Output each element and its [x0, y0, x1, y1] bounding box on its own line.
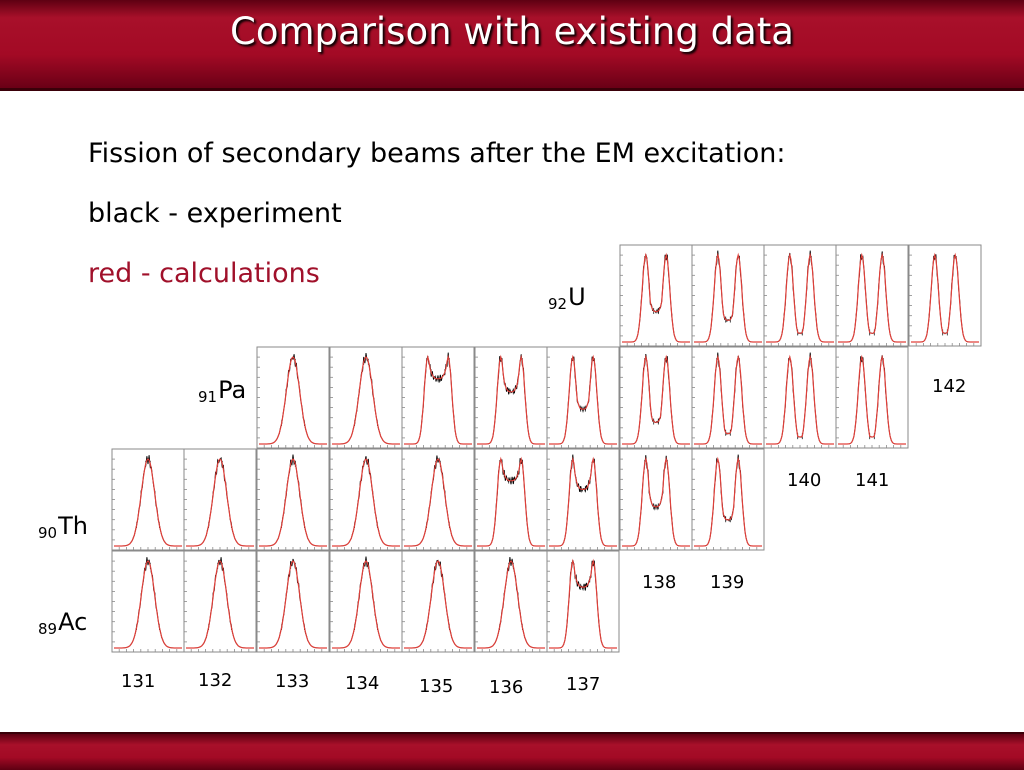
- mass-label: 141: [855, 470, 890, 491]
- calculation-series: [838, 354, 906, 445]
- panel-frame: [619, 448, 693, 551]
- description-line: Fission of secondary beams after the EM …: [88, 138, 786, 169]
- calculation-series: [694, 456, 762, 547]
- mass-label: 137: [566, 674, 601, 695]
- calculation-series: [838, 252, 906, 343]
- calculation-series: [404, 354, 472, 445]
- calculation-series: [477, 354, 545, 445]
- calculation-series: [259, 356, 327, 445]
- panel-frame: [183, 448, 257, 551]
- element-label-ac: 89Ac: [38, 608, 88, 638]
- panel-frame: [474, 346, 548, 449]
- mass-label: 131: [121, 671, 156, 692]
- calculation-series: [332, 356, 400, 445]
- element-label-pa: 91Pa: [198, 376, 247, 406]
- panel-frame: [619, 244, 693, 347]
- mass-label: 142: [932, 376, 967, 397]
- element-label-th: 90Th: [38, 512, 88, 542]
- panel-frame: [835, 346, 909, 449]
- calculation-series: [766, 252, 834, 343]
- element-label-u: 92U: [548, 283, 586, 313]
- panel-frame: [691, 448, 765, 551]
- panel-frame: [546, 448, 620, 551]
- panel-frame: [329, 346, 403, 449]
- calculation-series: [404, 458, 472, 547]
- panel-frame: [619, 346, 693, 449]
- calculation-series: [622, 456, 690, 547]
- panel-frame: [401, 346, 475, 449]
- calculation-series: [259, 458, 327, 547]
- panel-frame: [329, 448, 403, 551]
- panel-frame: [401, 550, 475, 653]
- calculation-series: [186, 458, 254, 547]
- mass-label: 140: [787, 470, 822, 491]
- bottom-bar: [0, 732, 1024, 770]
- mass-label: 133: [275, 671, 310, 692]
- calculation-series: [114, 458, 182, 547]
- panel-frame: [256, 346, 330, 449]
- panel-frame: [111, 550, 185, 653]
- title-bar: Comparison with existing data: [0, 0, 1024, 91]
- panel-frame: [256, 550, 330, 653]
- calculation-series: [694, 252, 762, 343]
- panel-frame: [835, 244, 909, 347]
- panel-frame: [763, 346, 837, 449]
- panel-frame: [401, 448, 475, 551]
- panel-frame: [474, 550, 548, 653]
- mass-label: 134: [345, 673, 380, 694]
- panel-frame: [329, 550, 403, 653]
- mass-label: 139: [710, 572, 745, 593]
- calculation-series: [114, 560, 182, 649]
- calculation-series: [259, 560, 327, 649]
- legend-calculations: red - calculations: [88, 258, 320, 289]
- panel-frame: [691, 346, 765, 449]
- panel-frame: [111, 448, 185, 551]
- calculation-series: [332, 458, 400, 547]
- mass-label: 138: [642, 572, 677, 593]
- legend-experiment: black - experiment: [88, 198, 342, 229]
- calculation-series: [332, 560, 400, 649]
- calculation-series: [549, 354, 617, 445]
- panel-frame: [546, 346, 620, 449]
- calculation-series: [622, 252, 690, 343]
- panel-frame: [691, 244, 765, 347]
- mass-label: 136: [489, 677, 524, 698]
- calculation-series: [549, 558, 617, 649]
- panel-frame: [763, 244, 837, 347]
- slide-title: Comparison with existing data: [230, 10, 794, 53]
- calculation-series: [186, 560, 254, 649]
- calculation-series: [477, 560, 545, 649]
- calculation-series: [549, 456, 617, 547]
- calculation-series: [694, 354, 762, 445]
- calculation-series: [911, 252, 979, 343]
- panel-frame: [256, 448, 330, 551]
- panel-frame: [546, 550, 620, 653]
- calculation-series: [404, 560, 472, 649]
- calculation-series: [622, 354, 690, 445]
- calculation-series: [477, 456, 545, 547]
- panel-frame: [183, 550, 257, 653]
- panel-frame: [474, 448, 548, 551]
- panel-frame: [908, 244, 982, 347]
- calculation-series: [766, 354, 834, 445]
- mass-label: 135: [419, 676, 454, 697]
- mass-label: 132: [198, 670, 233, 691]
